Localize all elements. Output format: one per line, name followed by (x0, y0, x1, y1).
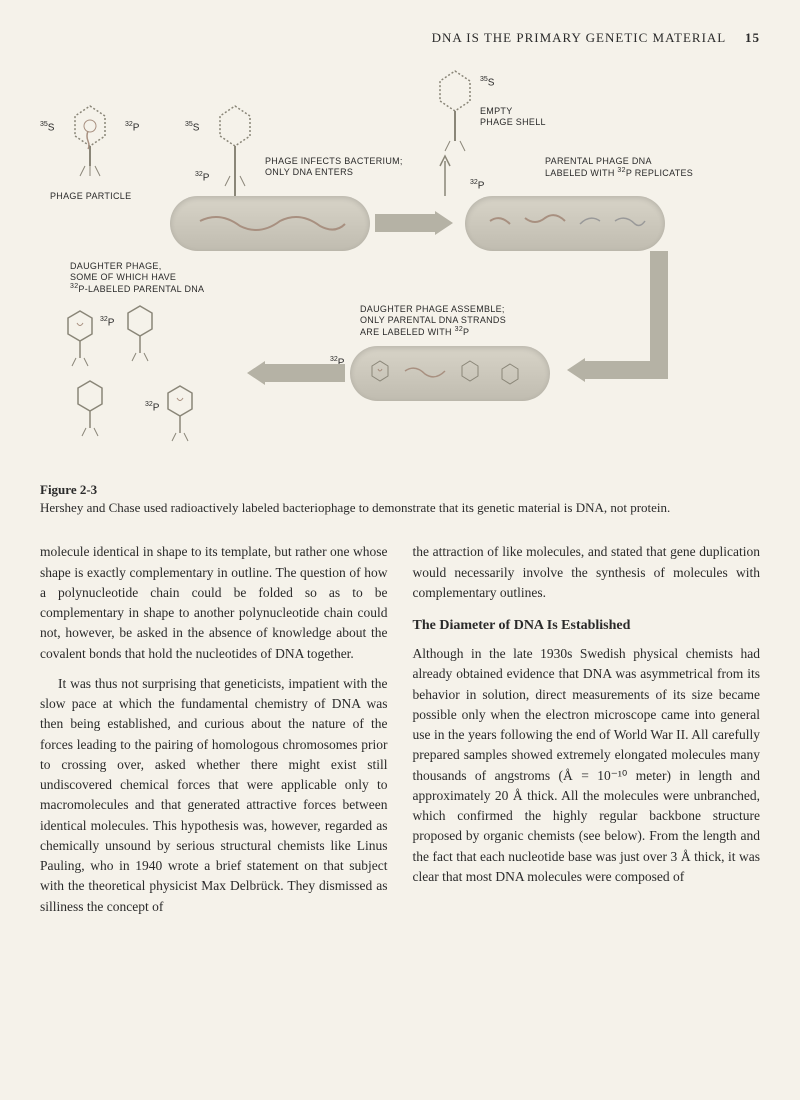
page-header: DNA IS THE PRIMARY GENETIC MATERIAL 15 (40, 30, 760, 46)
dna-replicating (465, 196, 665, 251)
subheading: The Diameter of DNA Is Established (413, 615, 761, 636)
page-number: 15 (745, 30, 760, 45)
dna-in-bacterium-1 (170, 196, 370, 251)
phage-particle-icon (50, 101, 130, 181)
col2-para2: Although in the late 1930s Swedish physi… (413, 644, 761, 887)
daughter-phages-icon (40, 296, 240, 456)
column-right: the attraction of like molecules, and st… (413, 542, 761, 927)
header-title: DNA IS THE PRIMARY GENETIC MATERIAL (432, 30, 726, 45)
s35-label-3: 35S (480, 76, 494, 88)
infecting-phage-icon (200, 101, 270, 201)
assemble-label: DAUGHTER PHAGE ASSEMBLE;ONLY PARENTAL DN… (360, 304, 520, 337)
p32-label-1: 32P (125, 121, 139, 133)
empty-phage-icon (425, 66, 485, 156)
p32-label-5: 32P (100, 316, 114, 328)
phage-particle-label: PHAGE PARTICLE (50, 191, 131, 202)
arrow-1-head (435, 211, 453, 235)
arrow-2-head (567, 358, 585, 382)
figure-caption: Figure 2-3 Hershey and Chase used radioa… (40, 481, 760, 517)
arrow-3-shaft (265, 364, 345, 382)
arrow-3-head (247, 361, 265, 385)
infects-label: PHAGE INFECTS BACTERIUM;ONLY DNA ENTERS (265, 156, 405, 178)
assembling-phages (350, 346, 550, 401)
empty-shell-label: EMPTYPHAGE SHELL (480, 106, 546, 128)
p32-label-2: 32P (195, 171, 209, 183)
col1-para1: molecule identical in shape to its templ… (40, 542, 388, 664)
bacterium-3 (350, 346, 550, 401)
col2-para1: the attraction of like molecules, and st… (413, 542, 761, 603)
p32-label-6: 32P (145, 401, 159, 413)
s35-label-1: 35S (40, 121, 54, 133)
bacterium-2 (465, 196, 665, 251)
figure-caption-text: Hershey and Chase used radioactively lab… (40, 500, 670, 515)
s35-label-2: 35S (185, 121, 199, 133)
parental-label: PARENTAL PHAGE DNALABELED WITH 32P REPLI… (545, 156, 705, 179)
arrow-2-vert (650, 251, 668, 361)
p32-label-3: 32P (470, 179, 484, 191)
daughter-phage-label: DAUGHTER PHAGE,SOME OF WHICH HAVE32P-LAB… (70, 261, 210, 294)
arrow-1-shaft (375, 214, 435, 232)
text-columns: molecule identical in shape to its templ… (40, 542, 760, 927)
figure-number: Figure 2-3 (40, 482, 97, 497)
arrow-up-icon (430, 151, 460, 201)
column-left: molecule identical in shape to its templ… (40, 542, 388, 927)
arrow-2-horiz (585, 361, 668, 379)
bacterium-1 (170, 196, 370, 251)
col1-para2: It was thus not surprising that genetici… (40, 674, 388, 917)
hershey-chase-diagram: 35S 32P PHAGE PARTICLE 35S 32P PHAGE INF… (40, 66, 760, 466)
